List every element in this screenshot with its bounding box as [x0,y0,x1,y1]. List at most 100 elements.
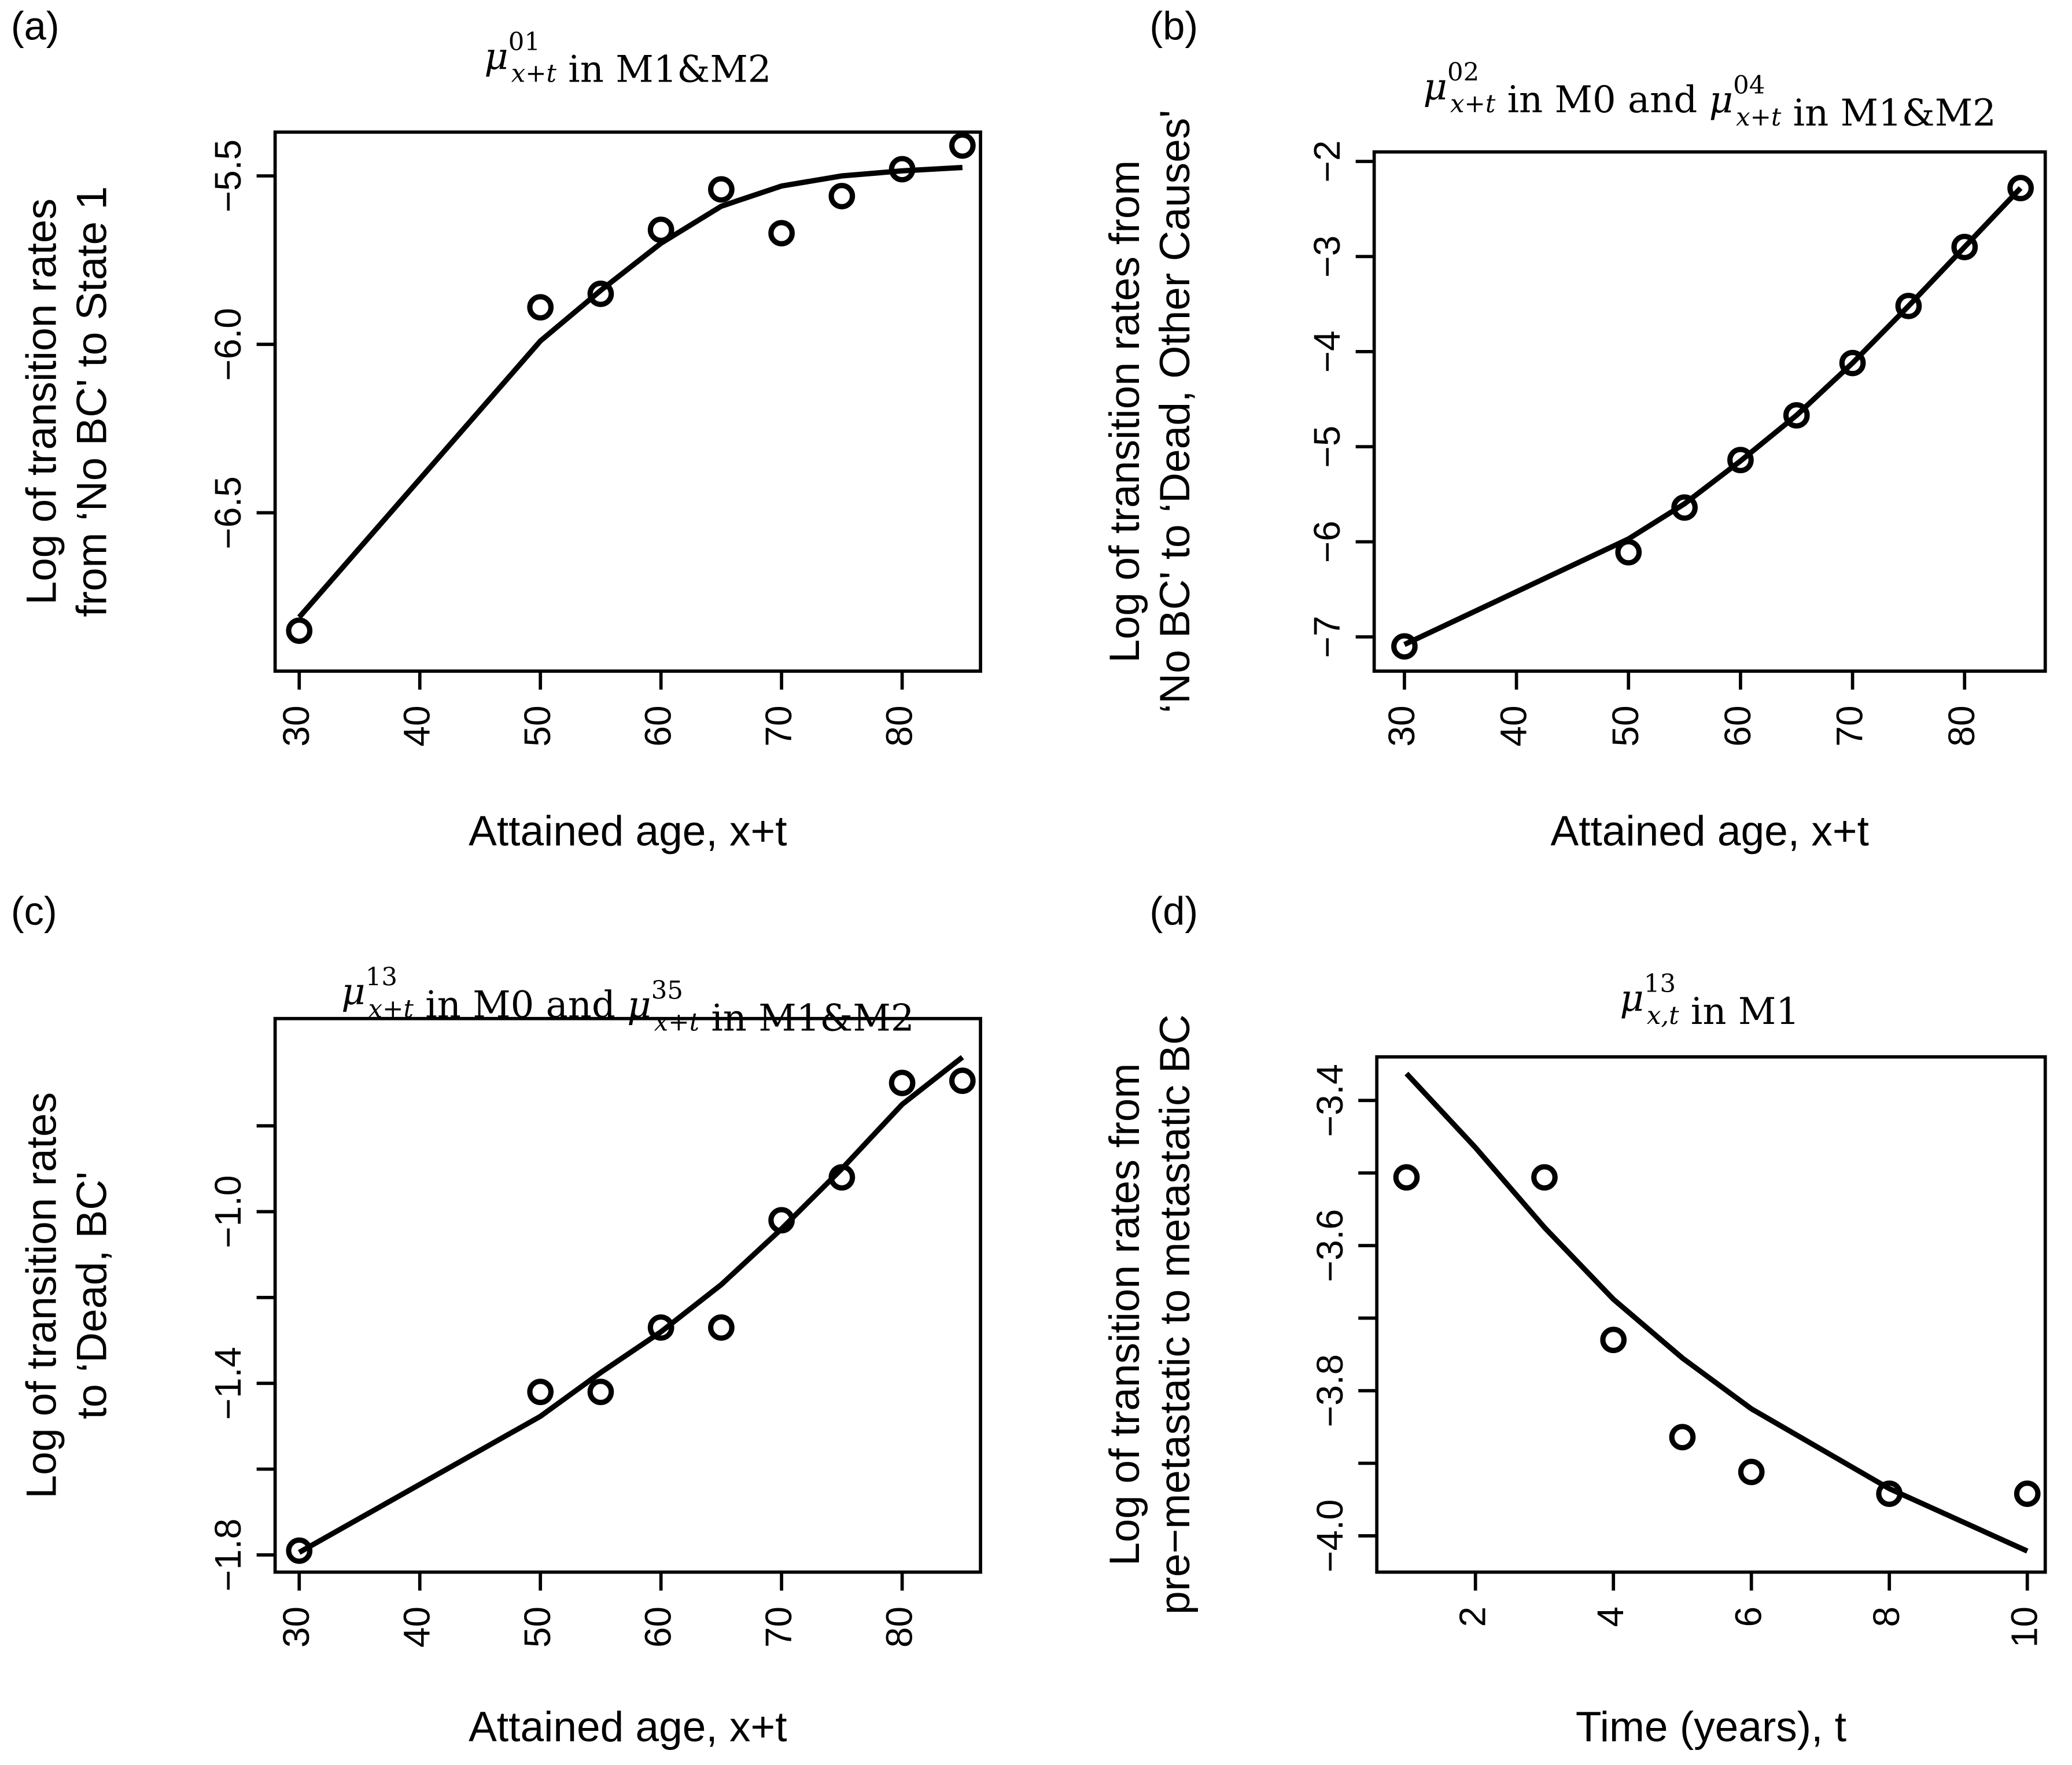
data-point [1839,349,1866,377]
data-point [768,1207,795,1234]
title-subscript: x+t [511,60,557,89]
panel-title: μ13 x+t in M0 and μ35 x+t in M1&M2 [341,963,914,1040]
data-point [949,132,976,159]
data-point [587,1379,614,1405]
data-point [768,220,795,246]
y-tick-label: −3 [1306,235,1348,278]
data-point [647,216,674,244]
y-axis-label: Log of transition rates from [1101,160,1148,663]
panel-label: (a) [11,4,60,49]
plot-frame [273,130,982,673]
data-point [708,1314,735,1341]
y-axis-label: Log of transition rates [19,1092,65,1499]
title-subscript: x,t [1647,1001,1679,1030]
data-point [1600,1326,1627,1354]
title-superscript: 02 [1447,58,1479,87]
title-superscript: 01 [508,28,540,57]
y-axis-label: from ‘No BC' to State 1 [68,186,115,617]
x-tick-label: 60 [637,1606,679,1648]
x-tick-label: 80 [878,1606,920,1648]
panel-c: (c) μ13 x+t in M0 and μ35 x+t in M1&M2 30 40 5… [11,889,982,1751]
x-tick-label: 50 [1605,705,1646,746]
x-tick-label: 50 [517,1606,558,1648]
title-text: in M1&M2 [1781,92,1996,135]
data-point [1727,447,1754,474]
data-point [587,281,614,307]
data-point [1895,293,1922,319]
y-tick-label: −3.6 [1309,1209,1351,1282]
mu-symbol: μ [341,971,366,1014]
data-point [708,176,735,203]
data-point [1783,402,1810,429]
panel-d: (d) μ13 x,t in M1 2 4 6 8 10 −4.0 −3.8 −3.6 −3.4 Tim… [1101,889,2047,1751]
mu-symbol: μ [1709,79,1734,121]
y-axis-label: ‘No BC' to ‘Dead, Other Causes' [1152,110,1199,713]
panel-title: μ02 x+t in M0 and μ04 x+t in M1&M2 [1424,58,1996,135]
x-tick-label: 60 [637,705,679,746]
fitted-line [1403,186,2023,647]
data-point [1671,494,1698,521]
title-text: in M1 [1679,990,1800,1033]
y-axis-label: Log of transition rates from [1101,1063,1148,1566]
x-tick-label: 70 [758,705,799,746]
x-tick-label: 30 [275,705,317,746]
x-tick-label: 70 [758,1606,799,1648]
data-point [888,156,916,183]
x-tick-label: 80 [878,705,920,746]
title-superscript: 04 [1733,71,1765,100]
x-axis-label: Attained age, x+t [1550,808,1868,855]
title-text: in M0 and [1495,79,1709,121]
data-point [1876,1480,1903,1507]
mu-symbol: μ [1424,65,1448,108]
y-tick-label: −6 [1306,521,1348,563]
data-point [888,1070,916,1096]
y-tick-label: −7 [1306,616,1348,658]
y-tick-label: −1.8 [207,1519,249,1591]
y-tick-label: −1.0 [207,1175,249,1248]
data-point [1393,1164,1420,1191]
x-tick-label: 40 [1492,705,1534,746]
panel-title: μ13 x,t in M1 [1620,970,1800,1033]
plot-frame [1375,1055,2047,1574]
x-tick-label: 70 [1829,705,1871,746]
mu-symbol: μ [1620,977,1644,1020]
x-tick-label: 30 [1381,705,1422,746]
data-point [828,1164,856,1191]
y-tick-label: −3.4 [1309,1064,1351,1137]
data-point [949,1067,976,1095]
fitted-line [297,164,963,619]
data-point [1615,539,1642,566]
plot-frame [273,1016,982,1574]
fitted-line [1404,1071,2029,1554]
data-point [286,1537,313,1564]
data-point [1391,633,1418,660]
mu-symbol: μ [484,35,508,78]
panel-title: μ01 x+t in M1&M2 [484,28,771,91]
title-subscript: x+t [1450,90,1496,119]
title-superscript: 13 [1644,970,1676,998]
x-tick-label: 6 [1728,1606,1769,1627]
data-point [527,294,554,321]
x-axis-label: Attained age, x+t [469,1704,787,1751]
x-axis-label: Attained age, x+t [469,808,787,855]
data-point [1738,1458,1765,1486]
x-tick-label: 8 [1865,1606,1907,1627]
x-tick-label: 30 [275,1606,317,1648]
data-point [2007,175,2034,201]
x-tick-label: 40 [396,705,438,746]
y-tick-label: −5 [1306,426,1348,468]
y-axis-label: to ‘Dead, BC' [68,1171,115,1419]
y-tick-label: −2 [1306,141,1348,183]
panel-label: (c) [11,889,57,934]
title-subscript: x+t [1736,103,1782,132]
data-point [828,183,856,209]
y-tick-label: −3.8 [1309,1354,1351,1427]
x-tick-label: 40 [396,1606,438,1648]
y-tick-label: −4 [1306,330,1348,373]
x-tick-label: 80 [1941,705,1982,746]
data-point [1951,234,1978,260]
x-tick-label: 60 [1717,705,1758,746]
x-tick-label: 4 [1590,1606,1631,1627]
